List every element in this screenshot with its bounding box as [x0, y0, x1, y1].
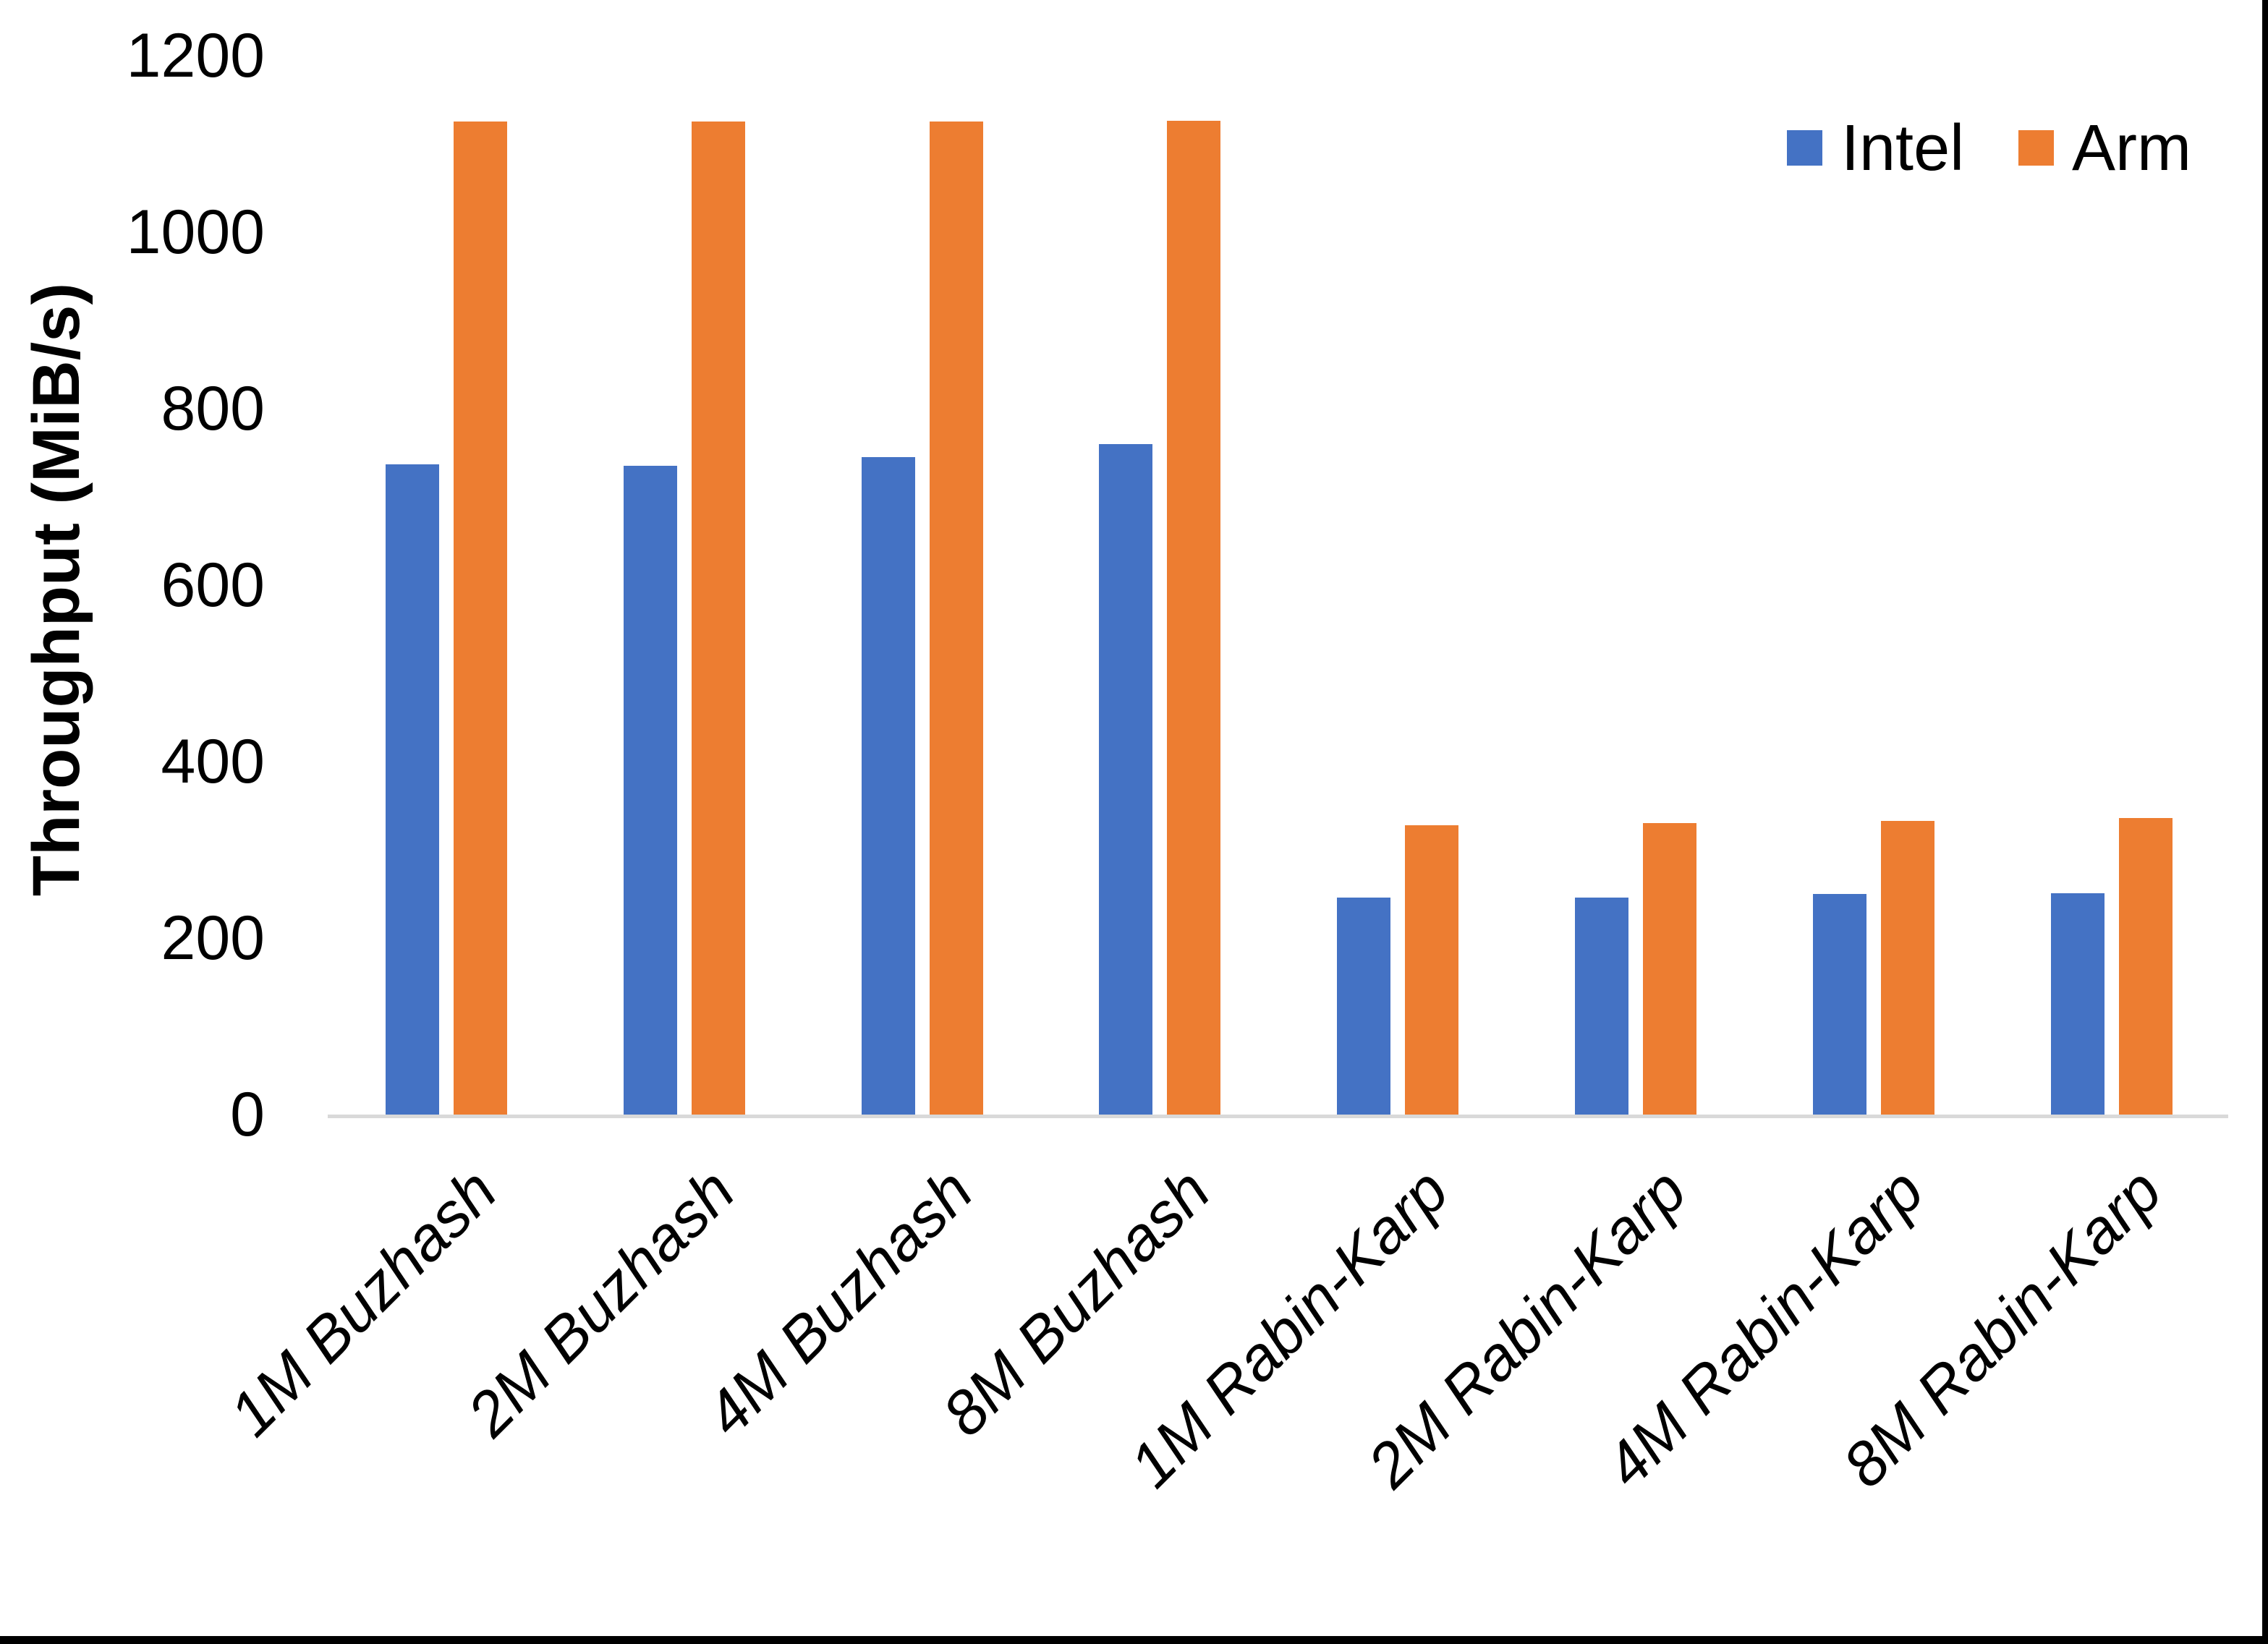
bar-intel-2m-rabin-karp — [1575, 898, 1628, 1115]
bar-intel-2m-buzhash — [624, 466, 677, 1115]
bar-arm-2m-rabin-karp — [1643, 823, 1696, 1115]
legend-swatch-arm — [2018, 130, 2054, 166]
bar-intel-4m-rabin-karp — [1813, 894, 1866, 1115]
y-tick-label-400: 400 — [161, 727, 266, 796]
y-tick-label-0: 0 — [230, 1080, 265, 1149]
bar-intel-1m-buzhash — [386, 464, 439, 1115]
bar-arm-8m-rabin-karp — [2119, 818, 2173, 1115]
y-tick-label-1200: 1200 — [126, 21, 265, 90]
y-tick-label-600: 600 — [161, 550, 266, 620]
legend-label-arm: Arm — [2072, 112, 2191, 184]
page-border-bottom — [0, 1636, 2268, 1644]
page-border-right — [2262, 0, 2268, 1644]
y-tick-label-800: 800 — [161, 374, 266, 443]
legend-label-intel: Intel — [1841, 112, 1965, 184]
bar-intel-8m-rabin-karp — [2051, 893, 2105, 1115]
bar-arm-4m-buzhash — [930, 122, 983, 1115]
x-axis-line — [328, 1115, 2228, 1118]
bar-arm-4m-rabin-karp — [1881, 821, 1934, 1115]
y-tick-label-200: 200 — [161, 903, 266, 973]
bar-arm-8m-buzhash — [1167, 121, 1220, 1115]
bar-arm-1m-buzhash — [454, 122, 507, 1115]
bar-intel-1m-rabin-karp — [1337, 898, 1390, 1115]
legend-swatch-intel — [1787, 130, 1822, 166]
bar-arm-1m-rabin-karp — [1405, 825, 1458, 1115]
bar-arm-2m-buzhash — [692, 122, 745, 1115]
y-tick-label-1000: 1000 — [126, 197, 265, 267]
bar-intel-4m-buzhash — [862, 457, 915, 1115]
bar-intel-8m-buzhash — [1099, 444, 1152, 1115]
